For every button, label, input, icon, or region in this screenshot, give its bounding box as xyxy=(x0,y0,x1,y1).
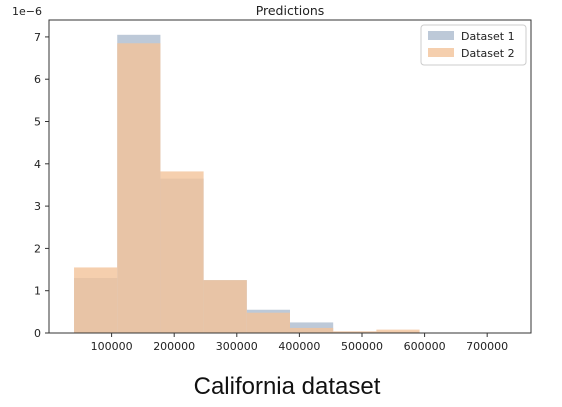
histogram-bar-series-1-bin-6 xyxy=(290,322,334,333)
y-tick-label: 5 xyxy=(34,116,41,129)
y-tick-label: 0 xyxy=(34,327,41,340)
histogram-bar-series-2-bin-1 xyxy=(74,267,118,333)
histogram-bar-series-2-bin-2 xyxy=(117,43,161,333)
x-tick-label: 100000 xyxy=(91,340,133,353)
histogram-bar-series-2-bin-6 xyxy=(290,327,334,333)
x-tick-label: 700000 xyxy=(466,340,508,353)
legend-swatch-dataset-1 xyxy=(428,31,454,40)
figure-caption: California dataset xyxy=(194,373,381,400)
y-tick-label: 1 xyxy=(34,285,41,298)
histogram-bar-series-2-bin-4 xyxy=(203,280,247,333)
x-tick-label: 400000 xyxy=(278,340,320,353)
x-tick-label: 300000 xyxy=(216,340,258,353)
y-axis-offset-label: 1e−6 xyxy=(12,5,42,18)
x-tick-label: 600000 xyxy=(404,340,446,353)
y-tick-label: 2 xyxy=(34,242,41,255)
legend-label-dataset-1: Dataset 1 xyxy=(461,30,515,43)
x-tick-label: 200000 xyxy=(153,340,195,353)
histogram-bar-series-2-bin-3 xyxy=(160,171,204,333)
bars-layer xyxy=(74,34,420,334)
x-tick-label: 500000 xyxy=(341,340,383,353)
legend-label-dataset-2: Dataset 2 xyxy=(461,47,515,60)
axes-layer: 100000 200000 300000 400000 500000 600000 7000… xyxy=(34,31,508,353)
histogram-bar-series-2-bin-5 xyxy=(246,312,290,333)
chart-title: Predictions xyxy=(256,3,325,18)
legend: Dataset 1 Dataset 2 xyxy=(420,24,527,66)
legend-swatch-dataset-2 xyxy=(428,48,454,57)
histogram-bar-series-2-bin-7 xyxy=(333,331,377,333)
y-tick-label: 6 xyxy=(34,73,41,86)
histogram-bar-series-2-bin-8 xyxy=(376,329,420,333)
y-tick-label: 7 xyxy=(34,31,41,44)
plot-area-frame xyxy=(48,19,532,334)
y-tick-label: 4 xyxy=(34,158,41,171)
y-tick-label: 3 xyxy=(34,200,41,213)
